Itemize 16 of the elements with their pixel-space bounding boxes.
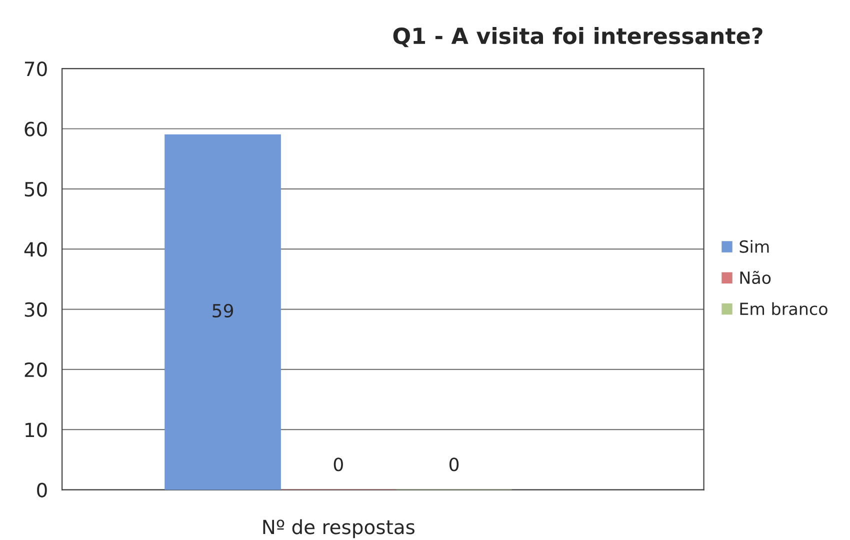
y-tick-label: 70 bbox=[25, 62, 47, 76]
y-tick-label: 60 bbox=[24, 122, 47, 136]
x-tick-label: Nº de respostas bbox=[263, 519, 414, 538]
y-tick-label: 40 bbox=[24, 242, 47, 257]
y-tick-label: 20 bbox=[24, 362, 47, 378]
chart-title: Q1 - A visita foi interessante? bbox=[393, 27, 762, 48]
y-tick-label: 30 bbox=[24, 302, 47, 317]
data-label: 59 bbox=[212, 304, 233, 318]
data-label: 0 bbox=[334, 458, 343, 472]
y-tick-label: 10 bbox=[26, 422, 47, 438]
legend-label: Não bbox=[740, 270, 771, 284]
legend-label: Sim bbox=[740, 240, 769, 253]
y-tick-label: 50 bbox=[24, 182, 47, 197]
data-label: 0 bbox=[449, 458, 459, 472]
y-tick-label: 0 bbox=[37, 482, 47, 498]
legend-label: Em branco bbox=[740, 302, 828, 316]
